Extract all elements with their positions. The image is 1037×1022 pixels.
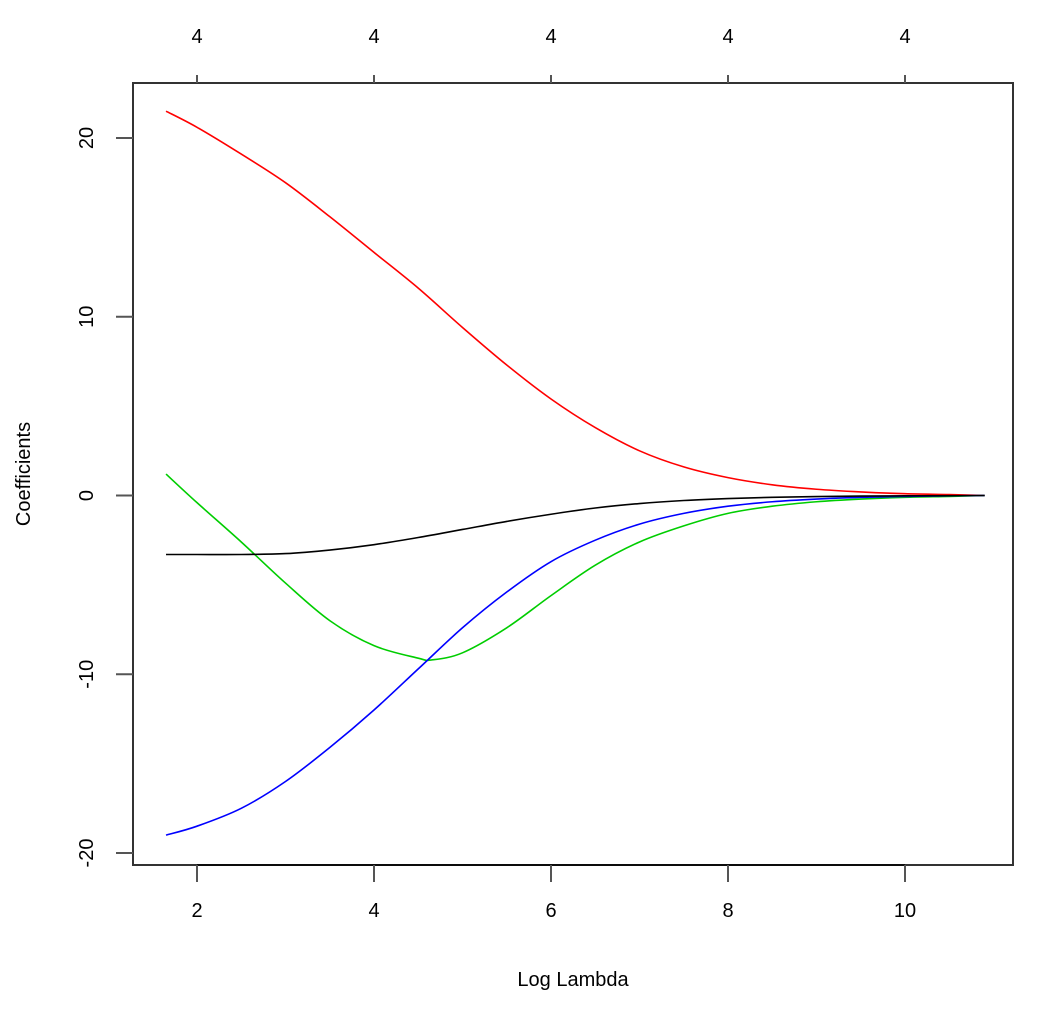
x-axis-bottom: 2 4 6 8 10 xyxy=(191,864,916,922)
top-tick-label: 4 xyxy=(191,26,202,48)
y-axis-label: Coefficients xyxy=(13,422,35,526)
top-tick-label: 4 xyxy=(722,26,733,48)
plot-frame xyxy=(132,82,1014,866)
series-line-coef-2 xyxy=(165,473,985,662)
series-line-coef-4 xyxy=(166,494,985,556)
series-line-coef-1 xyxy=(165,110,985,497)
x-tick-label: 6 xyxy=(545,900,556,922)
y-axis-left: -20 -10 0 10 20 xyxy=(76,127,133,868)
y-tick-label: -20 xyxy=(76,839,98,868)
y-tick-label: -10 xyxy=(76,660,98,689)
top-tick-label: 4 xyxy=(545,26,556,48)
y-tick-label: 20 xyxy=(76,127,98,149)
x-tick-label: 4 xyxy=(368,900,379,922)
y-tick-label: 10 xyxy=(76,306,98,328)
x-tick-label: 2 xyxy=(191,900,202,922)
y-tick-label: 0 xyxy=(76,490,98,501)
x-tick-label: 8 xyxy=(722,900,733,922)
top-tick-label: 4 xyxy=(899,26,910,48)
series-line-coef-3 xyxy=(165,494,985,836)
x-tick-label: 10 xyxy=(894,900,916,922)
x-axis-top: 4 4 4 4 4 xyxy=(191,26,911,83)
top-tick-label: 4 xyxy=(368,26,379,48)
series-layer xyxy=(165,110,985,836)
x-axis-label: Log Lambda xyxy=(517,969,629,991)
